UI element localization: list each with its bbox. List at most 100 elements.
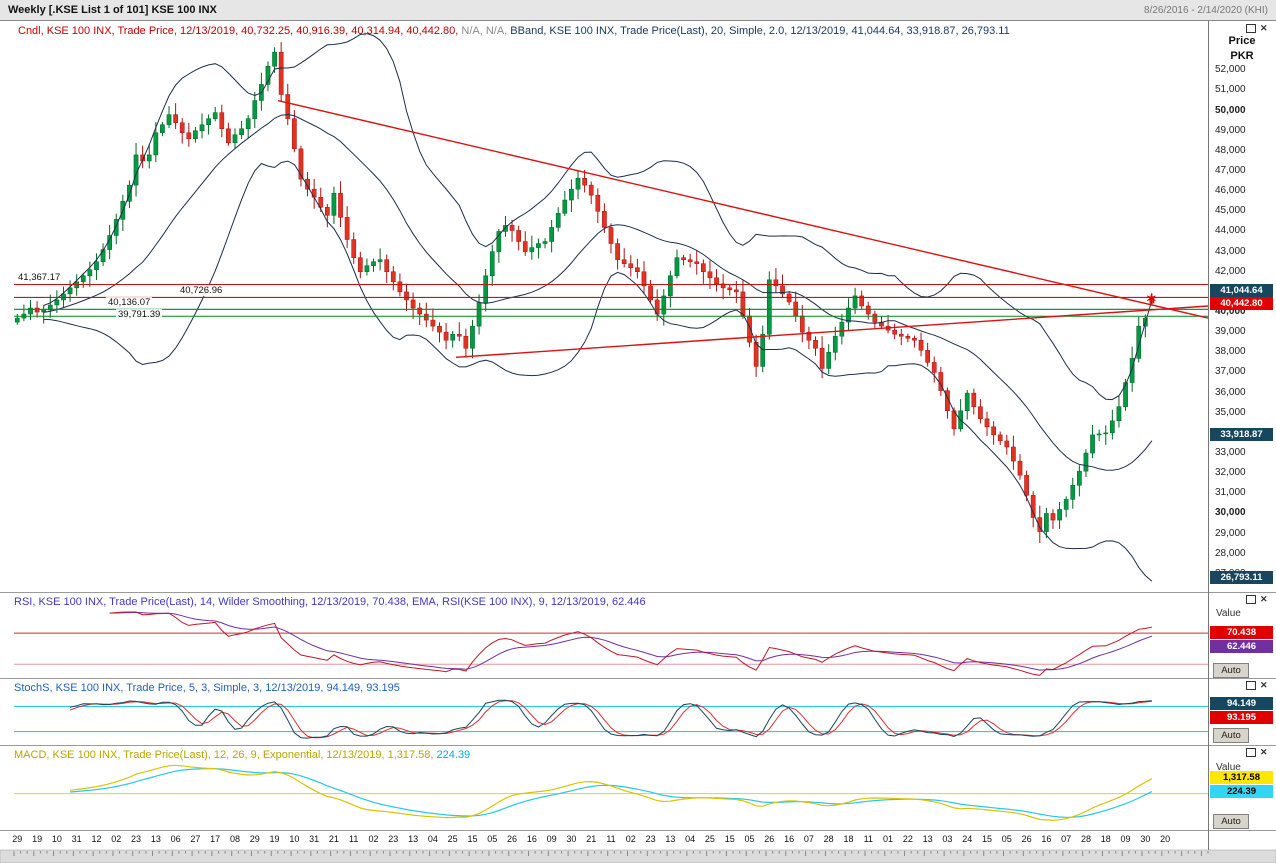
- time-tick: 10: [51, 834, 62, 844]
- price-tick: 49,000: [1215, 124, 1246, 136]
- time-tick: 16: [784, 834, 795, 844]
- restore-panel-icon[interactable]: [1246, 595, 1256, 604]
- bband-legend[interactable]: BBand, KSE 100 INX, Trade Price(Last), 2…: [510, 25, 1010, 37]
- stoch-legend-text[interactable]: StochS, KSE 100 INX, Trade Price, 5, 3, …: [14, 682, 400, 694]
- time-tick: 04: [685, 834, 696, 844]
- close-panel-icon[interactable]: ✕: [1260, 23, 1268, 33]
- time-tick: 02: [111, 834, 122, 844]
- macd-value-tag: 1,317.58: [1210, 771, 1273, 784]
- price-tick: 43,000: [1215, 245, 1246, 257]
- price-tick: 40,000: [1215, 306, 1246, 318]
- price-tick: 39,000: [1215, 326, 1246, 338]
- time-tick: 20: [1160, 834, 1171, 844]
- rsi-auto-scale-button[interactable]: Auto: [1213, 663, 1249, 678]
- time-tick: 31: [71, 834, 82, 844]
- window-title: Weekly [.KSE List 1 of 101] KSE 100 INX: [8, 4, 217, 16]
- price-tick: 36,000: [1215, 386, 1246, 398]
- price-tick: 29,000: [1215, 527, 1246, 539]
- time-tick: 28: [823, 834, 834, 844]
- macd-signal-value-tag: 224.39: [1210, 785, 1273, 798]
- date-range: 8/26/2016 - 2/14/2020 (KHI): [1144, 4, 1268, 16]
- rsi-ema-value-tag: 62.446: [1210, 640, 1273, 653]
- price-tick: 38,000: [1215, 346, 1246, 358]
- time-tick: 19: [269, 834, 280, 844]
- time-tick: 31: [309, 834, 320, 844]
- time-tick: 15: [981, 834, 992, 844]
- time-tick: 26: [764, 834, 775, 844]
- time-tick: 24: [962, 834, 973, 844]
- time-tick: 06: [170, 834, 181, 844]
- time-tick: 02: [368, 834, 379, 844]
- time-tick: 30: [566, 834, 577, 844]
- price-tick: 45,000: [1215, 205, 1246, 217]
- rsi-legend-main[interactable]: RSI, KSE 100 INX, Trade Price(Last), 14,…: [14, 596, 413, 608]
- time-tick: 30: [1140, 834, 1151, 844]
- time-tick: 18: [1100, 834, 1111, 844]
- macd-legend[interactable]: MACD, KSE 100 INX, Trade Price(Last), 12…: [14, 749, 470, 761]
- candle-legend[interactable]: Cndl, KSE 100 INX, Trade Price, 12/13/20…: [18, 25, 462, 37]
- rsi-legend[interactable]: RSI, KSE 100 INX, Trade Price(Last), 14,…: [14, 596, 646, 608]
- price-tick: 31,000: [1215, 487, 1246, 499]
- price-tick: 52,000: [1215, 64, 1246, 76]
- price-tick: 47,000: [1215, 165, 1246, 177]
- time-tick: 23: [645, 834, 656, 844]
- time-tick: 28: [1080, 834, 1091, 844]
- restore-panel-icon[interactable]: [1246, 681, 1256, 690]
- time-tick: 09: [546, 834, 557, 844]
- macd-panel-controls: ✕: [1246, 748, 1268, 757]
- rsi-value-tag: 70.438: [1210, 626, 1273, 639]
- rsi-value-axis-label: Value: [1216, 608, 1241, 619]
- close-panel-icon[interactable]: ✕: [1260, 680, 1268, 690]
- time-tick: 10: [289, 834, 300, 844]
- last-price-tag: 40,442.80: [1210, 297, 1273, 310]
- time-tick: 16: [526, 834, 537, 844]
- time-tick: 15: [724, 834, 735, 844]
- stoch-auto-scale-button[interactable]: Auto: [1213, 728, 1249, 743]
- price-tick: 44,000: [1215, 225, 1246, 237]
- time-tick: 07: [1061, 834, 1072, 844]
- price-tick: 37,000: [1215, 366, 1246, 378]
- price-tick: 35,000: [1215, 406, 1246, 418]
- hline-label-resistance-1[interactable]: 41,367.17: [16, 272, 63, 283]
- time-scrollbar[interactable]: [0, 850, 1276, 863]
- time-tick: 08: [229, 834, 240, 844]
- price-tick: 42,000: [1215, 265, 1246, 277]
- time-tick: 26: [507, 834, 518, 844]
- hline-label-support-2[interactable]: 39,791.39: [116, 309, 163, 320]
- close-panel-icon[interactable]: ✕: [1260, 594, 1268, 604]
- time-tick: 22: [902, 834, 913, 844]
- na-legend: N/A, N/A,: [461, 25, 511, 37]
- time-tick: 16: [1041, 834, 1052, 844]
- price-axis-title: Price PKR: [1210, 34, 1274, 64]
- time-tick: 03: [942, 834, 953, 844]
- hline-label-support-1[interactable]: 40,136.07: [106, 297, 153, 308]
- price-tick: 50,000: [1215, 104, 1246, 116]
- time-tick: 13: [665, 834, 676, 844]
- main-chart-legend[interactable]: Cndl, KSE 100 INX, Trade Price, 12/13/20…: [18, 25, 1010, 37]
- price-tick: 32,000: [1215, 467, 1246, 479]
- time-tick: 13: [408, 834, 419, 844]
- macd-auto-scale-button[interactable]: Auto: [1213, 814, 1249, 829]
- rsi-legend-ema[interactable]: EMA, RSI(KSE 100 INX), 9, 12/13/2019, 62…: [412, 596, 646, 608]
- restore-panel-icon[interactable]: [1246, 748, 1256, 757]
- breakout-marker: ✶: [1146, 291, 1157, 306]
- macd-value-axis-label: Value: [1216, 762, 1241, 773]
- time-tick: 17: [210, 834, 221, 844]
- time-tick: 26: [1021, 834, 1032, 844]
- time-tick: 11: [606, 834, 616, 844]
- macd-legend-main[interactable]: MACD, KSE 100 INX, Trade Price(Last), 12…: [14, 749, 437, 761]
- close-panel-icon[interactable]: ✕: [1260, 747, 1268, 757]
- time-tick: 25: [704, 834, 715, 844]
- time-tick: 15: [467, 834, 478, 844]
- time-tick: 02: [625, 834, 636, 844]
- time-axis-labels[interactable]: 29 19 10 31 12 02 23 13 06 27 17 08 29 19 10 31 21 11 02 23…: [0, 834, 1208, 847]
- time-tick: 11: [863, 834, 873, 844]
- macd-legend-signal[interactable]: 224.39: [436, 749, 471, 761]
- hline-label-resistance-2[interactable]: 40,726.96: [178, 285, 225, 296]
- time-tick: 05: [487, 834, 498, 844]
- time-tick: 09: [1120, 834, 1131, 844]
- titlebar: Weekly [.KSE List 1 of 101] KSE 100 INX …: [0, 0, 1276, 21]
- restore-panel-icon[interactable]: [1246, 24, 1256, 33]
- stoch-legend[interactable]: StochS, KSE 100 INX, Trade Price, 5, 3, …: [14, 682, 400, 694]
